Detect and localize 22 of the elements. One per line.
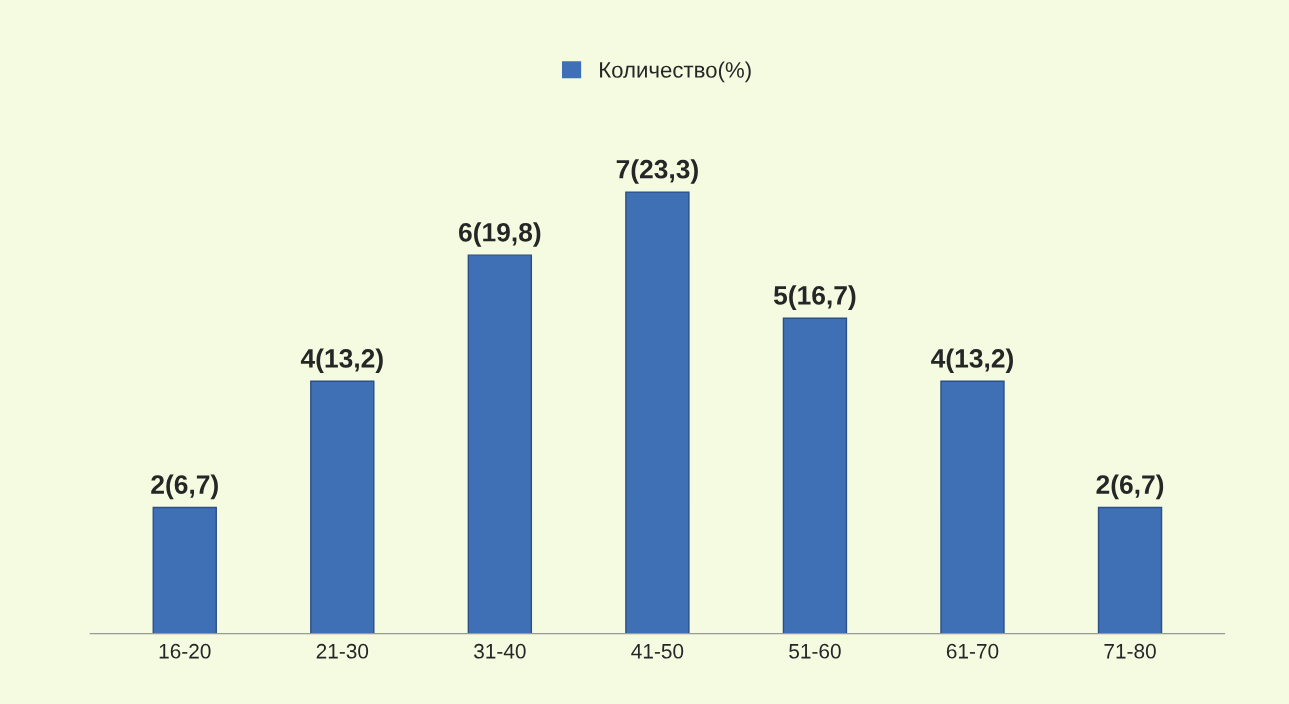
x-tick-label: 41-50 [631, 643, 684, 659]
data-label: 6(19,8) [459, 222, 541, 247]
x-tick-label: 51-60 [789, 643, 841, 659]
data-label: 4(13,2) [300, 348, 383, 373]
data-label: 7(23,3) [616, 159, 698, 184]
x-tick-label: 61-70 [946, 643, 999, 659]
bar [782, 317, 848, 634]
x-tick-label: 71-80 [1104, 643, 1156, 659]
bar [625, 191, 690, 634]
x-tick-label: 31-40 [474, 643, 526, 659]
bar [940, 380, 1005, 634]
data-label: 5(16,7) [773, 285, 856, 310]
x-tick-label: 21-30 [316, 643, 369, 659]
bar [310, 380, 375, 634]
bar [467, 254, 533, 634]
legend-label: Количество(%) [600, 61, 751, 83]
x-tick-label: 16-20 [159, 643, 211, 659]
bar [152, 506, 217, 634]
data-label: 4(13,2) [931, 348, 1013, 373]
data-label: 2(6,7) [151, 474, 218, 500]
bar [1097, 506, 1163, 634]
data-label: 2(6,7) [1096, 474, 1164, 500]
